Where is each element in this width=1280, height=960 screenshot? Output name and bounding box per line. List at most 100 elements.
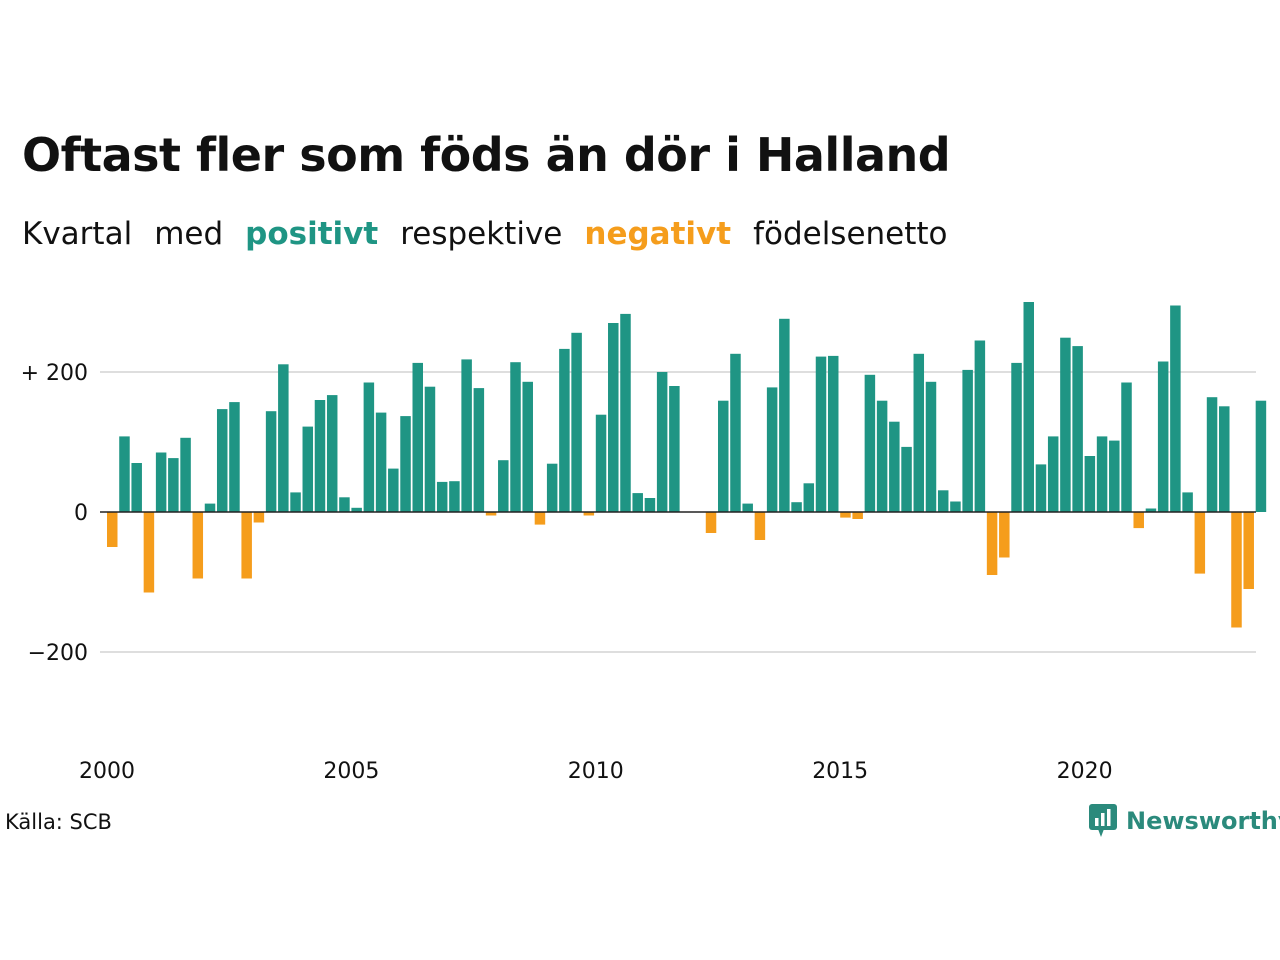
subtitle-word: respektive [400, 216, 563, 252]
bar-positive [644, 498, 656, 512]
bar-positive [742, 503, 753, 512]
y-tick-label: −200 [28, 641, 88, 666]
bar-positive [779, 318, 790, 512]
bar-positive [913, 353, 925, 512]
bar-positive [962, 369, 973, 512]
bar-positive [1121, 382, 1132, 512]
bar-positive [314, 400, 326, 512]
bar-positive [1219, 406, 1230, 512]
bar-positive [1060, 337, 1071, 512]
bar-positive [876, 400, 888, 512]
bar-negative [1194, 512, 1206, 574]
bar-positive [168, 458, 179, 512]
bar-positive [1182, 492, 1193, 512]
bar-positive [632, 493, 643, 512]
bar-positive [363, 382, 375, 512]
bar-positive [229, 402, 240, 512]
bar-positive [522, 381, 533, 512]
bar-positive [375, 412, 387, 512]
bar-negative [143, 512, 155, 593]
bar-positive [265, 411, 277, 512]
x-tick-label: 2020 [1057, 759, 1113, 784]
bar-positive [412, 362, 423, 512]
bar-positive [656, 372, 668, 512]
bar-negative [583, 512, 595, 516]
bar-negative [840, 512, 851, 518]
bar-positive [155, 452, 167, 512]
bar-negative [705, 512, 717, 533]
chart-title: Oftast fler som föds än dör i Halland [22, 128, 951, 182]
x-tick-label: 2015 [812, 759, 868, 784]
bar-positive [1255, 400, 1267, 512]
bar-negative [253, 512, 265, 523]
bar-negative [1243, 512, 1254, 589]
bar-positive [400, 416, 411, 512]
subtitle-word: Kvartal [22, 216, 133, 252]
bar-positive [119, 436, 130, 512]
bar-positive [473, 388, 485, 512]
subtitle-word: födelsenetto [753, 216, 948, 252]
source-note: Källa: SCB [5, 810, 112, 834]
bar-positive [950, 501, 961, 512]
bar-positive [498, 460, 509, 512]
bar-positive [815, 356, 827, 512]
bar-positive [1047, 436, 1059, 512]
chart-subtitle: Kvartal med positivt respektive negativt föde… [22, 216, 970, 252]
bar-negative [1133, 512, 1144, 529]
bar-negative [999, 512, 1010, 558]
bar-negative [485, 512, 497, 516]
bar-negative [107, 512, 118, 547]
bar-positive [730, 353, 741, 512]
bar-positive [803, 483, 815, 512]
bar-positive [1096, 436, 1108, 512]
bar-positive [278, 364, 289, 512]
bar-positive [571, 332, 582, 512]
bar-positive [718, 400, 729, 512]
bar-positive [1109, 440, 1120, 512]
bar-positive [937, 490, 949, 512]
bar-positive [1206, 397, 1218, 512]
bar-positive [827, 355, 839, 512]
bar-positive [1084, 456, 1096, 512]
bar-positive [1072, 346, 1083, 512]
bar-positive [864, 374, 876, 512]
x-tick-label: 2005 [323, 759, 379, 784]
subtitle-word: med [154, 216, 224, 252]
bar-positive [901, 446, 912, 512]
subtitle-positive-label: positivt [245, 216, 379, 252]
bar-chart-speech-bubble-icon [1089, 804, 1117, 837]
y-tick-label: + 200 [21, 361, 88, 386]
bar-positive [449, 481, 460, 512]
bar-positive [559, 348, 570, 512]
bar-positive [1011, 362, 1022, 512]
bar-positive [766, 387, 778, 512]
bar-positive [339, 497, 350, 512]
bar-positive [326, 395, 338, 512]
bar-positive [974, 340, 986, 512]
bar-positive [510, 362, 521, 512]
bar-positive [1035, 464, 1047, 512]
y-tick-label: 0 [74, 501, 88, 526]
bar-positive [216, 409, 228, 512]
bar-positive [131, 463, 142, 512]
bar-positive [424, 386, 436, 512]
bar-positive [290, 492, 301, 512]
newsworthy-logo: Newsworthy [1088, 803, 1280, 839]
bar-positive [595, 414, 607, 512]
bar-negative [192, 512, 204, 579]
bar-positive [180, 437, 191, 512]
x-tick-label: 2010 [568, 759, 624, 784]
bar-negative [754, 512, 766, 540]
bar-positive [1157, 361, 1169, 512]
bar-positive [620, 313, 631, 512]
bar-positive [546, 463, 558, 512]
bar-negative [1231, 512, 1242, 628]
bar-positive [302, 426, 314, 512]
bar-negative [852, 512, 863, 519]
bar-positive [1170, 305, 1181, 512]
bar-positive [608, 323, 619, 512]
bar-positive [204, 503, 216, 512]
logo-text: Newsworthy [1126, 807, 1280, 835]
bar-positive [791, 502, 802, 512]
